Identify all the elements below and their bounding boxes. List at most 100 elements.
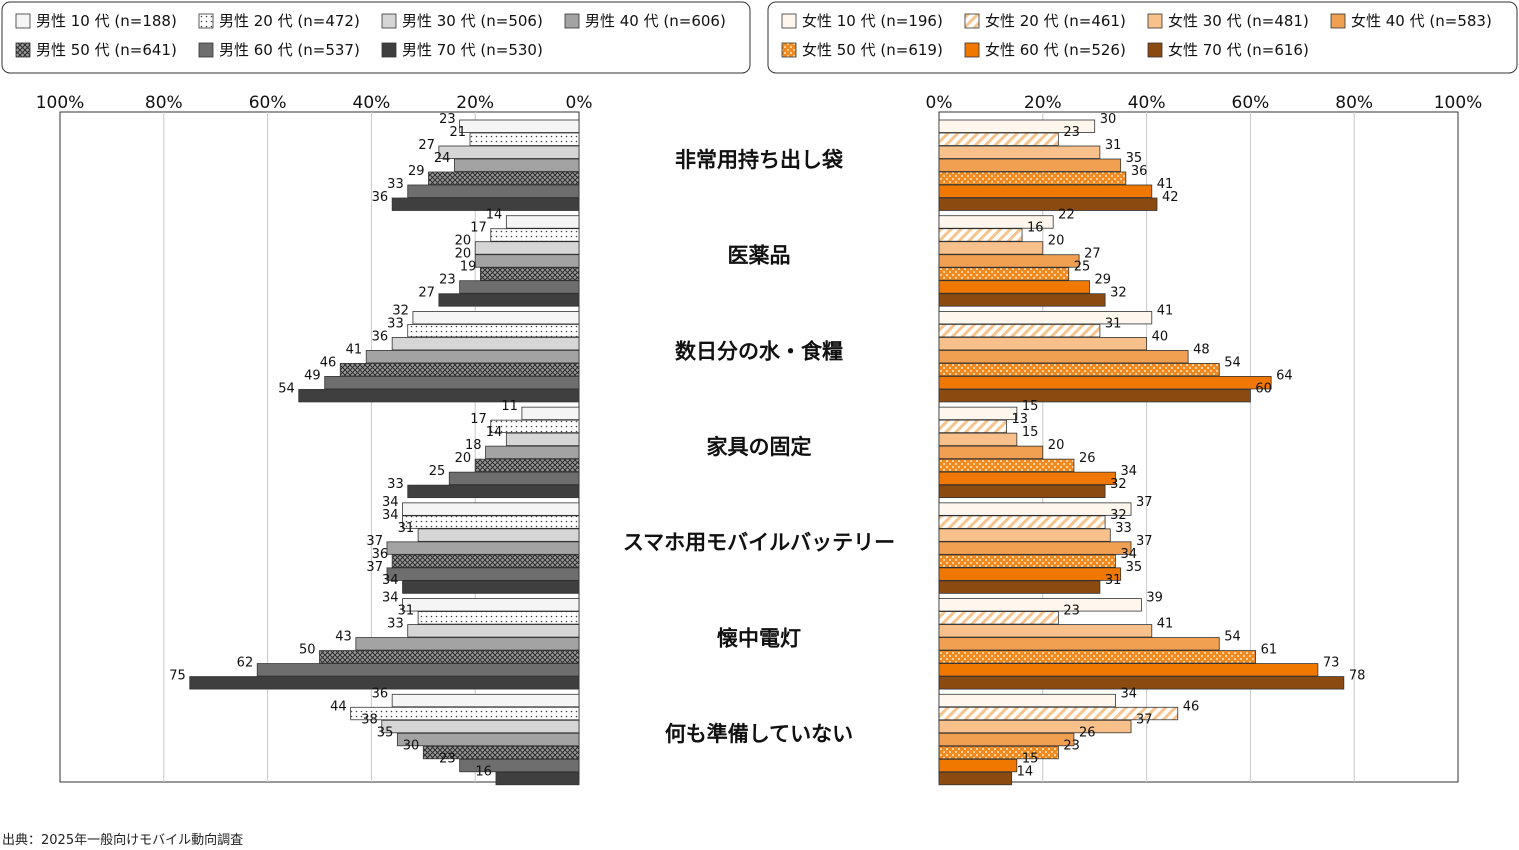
female-bar <box>938 663 1319 677</box>
female-tick-label: 0% <box>926 93 953 113</box>
male-bar <box>438 145 580 159</box>
male-data-label: 20 <box>455 451 472 466</box>
female-data-label: 32 <box>1110 477 1127 492</box>
female-legend-swatch <box>964 13 980 29</box>
female-data-label: 61 <box>1261 643 1278 658</box>
category-label: 数日分の水・食糧 <box>675 339 843 363</box>
female-legend-label: 女性 10 代 (n=196) <box>802 12 943 30</box>
male-bar <box>402 502 580 516</box>
male-data-label: 33 <box>387 617 404 632</box>
male-bar <box>521 406 580 421</box>
male-bar <box>339 363 580 377</box>
female-data-label: 32 <box>1110 508 1127 523</box>
male-bar <box>459 119 580 133</box>
female-data-label: 41 <box>1157 177 1174 192</box>
female-data-label: 35 <box>1126 560 1143 575</box>
male-data-label: 37 <box>366 534 383 549</box>
female-data-label: 36 <box>1131 164 1148 179</box>
female-bar <box>938 376 1272 390</box>
male-bar <box>386 541 580 555</box>
male-bar <box>189 676 580 690</box>
category-label: 医薬品 <box>728 244 791 268</box>
male-bar <box>459 758 580 773</box>
male-data-label: 36 <box>372 686 389 701</box>
female-bar <box>938 158 1122 172</box>
male-bar <box>459 280 580 294</box>
male-legend-swatch <box>381 13 397 29</box>
male-data-label: 43 <box>335 630 352 645</box>
male-data-label: 23 <box>439 112 456 127</box>
female-data-label: 23 <box>1063 738 1080 753</box>
male-data-label: 30 <box>403 738 420 753</box>
male-bar <box>417 611 580 625</box>
female-bar <box>938 515 1106 529</box>
male-bar <box>505 432 580 447</box>
female-data-label: 42 <box>1162 190 1179 205</box>
bars-layer <box>189 119 1345 786</box>
female-bar <box>938 676 1345 690</box>
female-bar <box>938 758 1018 773</box>
female-bar <box>938 350 1189 364</box>
female-bar <box>938 432 1018 447</box>
female-bar <box>938 389 1251 403</box>
female-data-label: 16 <box>1027 221 1044 236</box>
female-legend-label: 女性 50 代 (n=619) <box>802 41 943 59</box>
female-legend-swatch <box>781 42 797 58</box>
female-bar <box>938 215 1054 229</box>
male-data-label: 14 <box>486 208 503 223</box>
male-data-label: 36 <box>372 547 389 562</box>
male-data-label: 34 <box>382 495 399 510</box>
female-bar <box>938 732 1075 747</box>
male-bar <box>324 376 580 390</box>
female-data-label: 37 <box>1136 495 1153 510</box>
female-bar <box>938 254 1080 268</box>
male-data-label: 38 <box>361 712 378 727</box>
female-bar <box>938 624 1153 638</box>
legend-layer: 男性 10 代 (n=188) 男性 20 代 (n=472) 男性 30 代 (n… <box>1 1 1518 74</box>
female-data-label: 40 <box>1152 329 1169 344</box>
male-bar <box>454 158 580 172</box>
labels-layer: 100% 80% 60% 40% 20% 0%2321272429333614172020… <box>36 93 1483 779</box>
male-bar <box>402 598 580 612</box>
female-bar <box>938 171 1127 185</box>
male-legend-label: 男性 50 代 (n=641) <box>36 41 177 59</box>
female-data-label: 64 <box>1276 368 1293 383</box>
female-data-label: 25 <box>1074 260 1091 275</box>
female-bar <box>938 445 1044 460</box>
female-data-label: 73 <box>1323 656 1340 671</box>
male-legend-label: 男性 60 代 (n=537) <box>219 41 360 59</box>
male-bar <box>407 324 580 338</box>
female-data-label: 34 <box>1120 686 1137 701</box>
female-bar <box>938 598 1142 612</box>
male-data-label: 27 <box>418 286 435 301</box>
female-bar <box>938 132 1059 146</box>
female-bar <box>938 580 1101 594</box>
female-tick-label: 100% <box>1434 93 1483 113</box>
male-data-label: 33 <box>387 177 404 192</box>
category-label: 懐中電灯 <box>717 626 801 650</box>
female-bar <box>938 145 1101 159</box>
female-data-label: 23 <box>1063 604 1080 619</box>
female-bar <box>938 419 1007 434</box>
male-data-label: 27 <box>418 138 435 153</box>
female-bar <box>938 337 1148 351</box>
male-bar <box>407 484 580 499</box>
male-data-label: 62 <box>237 656 254 671</box>
male-bar <box>490 228 580 242</box>
female-data-label: 20 <box>1048 234 1065 249</box>
female-data-label: 34 <box>1120 547 1137 562</box>
female-bar <box>938 611 1059 625</box>
male-data-label: 14 <box>486 425 503 440</box>
female-bar <box>938 706 1179 721</box>
male-data-label: 21 <box>449 125 466 140</box>
male-legend-swatch <box>15 13 31 29</box>
male-data-label: 34 <box>382 591 399 606</box>
category-label: 家具の固定 <box>707 435 812 459</box>
male-data-label: 32 <box>392 303 409 318</box>
male-legend-label: 男性 70 代 (n=530) <box>402 41 543 59</box>
female-data-label: 48 <box>1193 342 1210 357</box>
female-bar <box>938 311 1153 325</box>
female-legend-label: 女性 70 代 (n=616) <box>1168 41 1309 59</box>
male-data-label: 34 <box>382 508 399 523</box>
female-data-label: 33 <box>1115 521 1132 536</box>
